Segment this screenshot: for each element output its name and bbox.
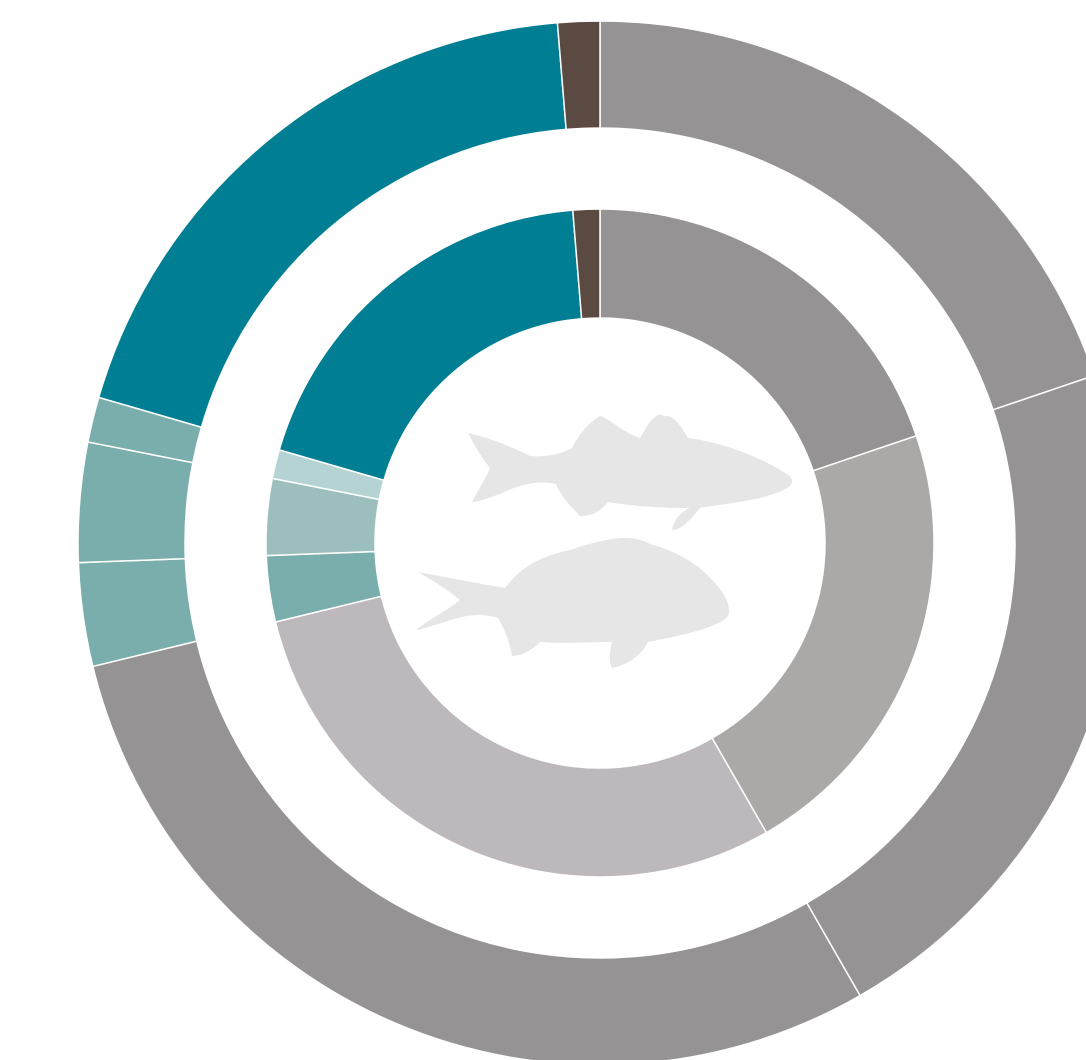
- donut-segment: [556, 20, 601, 131]
- donut-segment: [274, 595, 768, 878]
- donut-segment: [599, 20, 1086, 411]
- donut-segment: [599, 208, 918, 472]
- donut-segment: [91, 640, 862, 1060]
- donut-segment: [711, 434, 935, 834]
- fish-icons: [416, 414, 793, 668]
- fish-upper: [468, 414, 793, 530]
- donut-segment: [278, 209, 583, 482]
- donut-segment: [571, 208, 601, 320]
- fish-lower: [416, 537, 730, 668]
- rings: [77, 20, 1086, 1060]
- donut-segment: [77, 441, 194, 564]
